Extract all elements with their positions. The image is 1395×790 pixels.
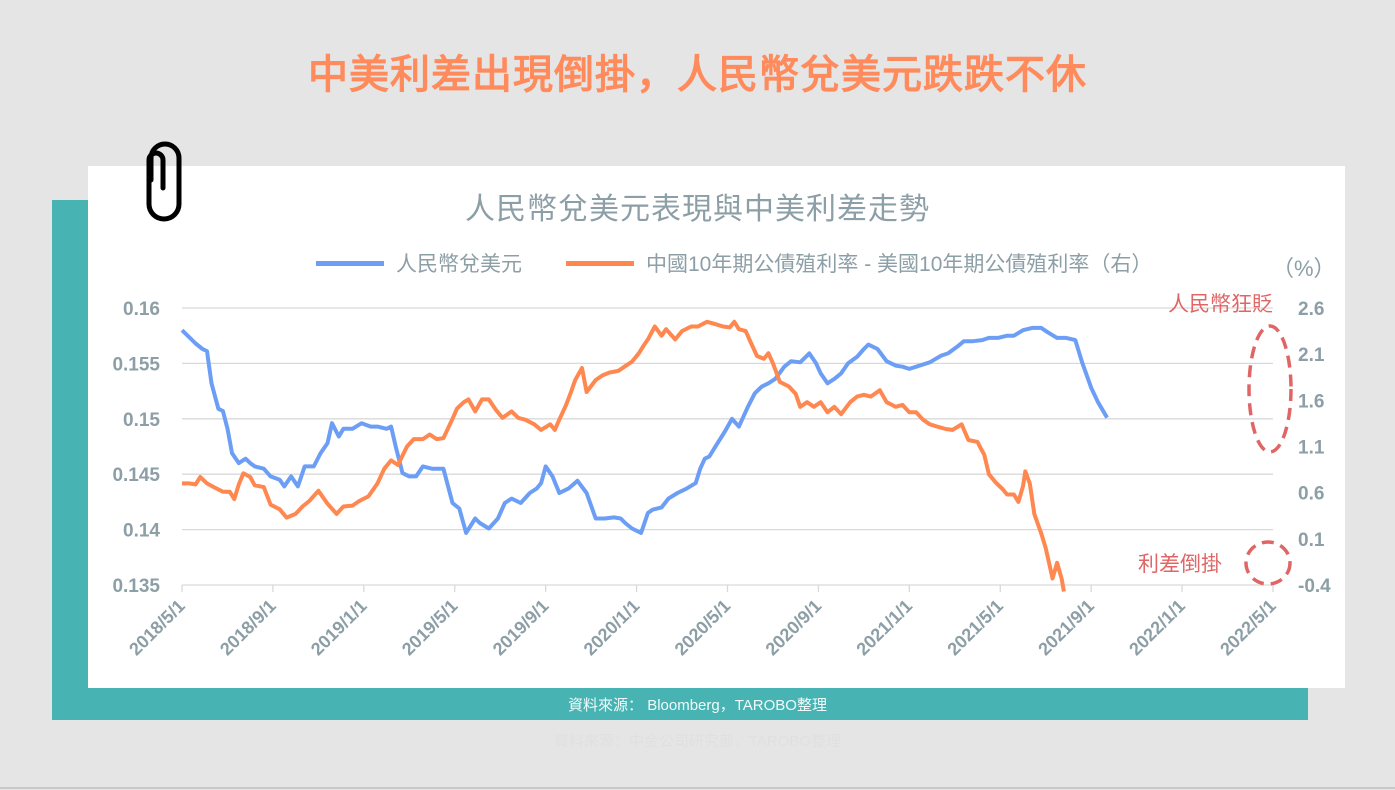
x-tick-label: 2019/1/1 [307, 596, 371, 660]
x-tick-label: 2022/5/1 [1216, 596, 1280, 660]
x-tick-label: 2021/1/1 [852, 596, 916, 660]
x-tick-label: 2020/5/1 [671, 596, 735, 660]
y-right-tick-label: -0.4 [1298, 576, 1331, 597]
legend-swatch-blue [316, 260, 384, 266]
x-axis: 2018/5/1 2018/9/1 2019/1/1 2019/5/1 2019/9/1… [125, 585, 1280, 659]
paperclip-icon [128, 130, 194, 226]
y-left-tick-label: 0.14 [123, 521, 160, 542]
y-right-tick-label: 2.1 [1298, 345, 1325, 366]
y-right-tick-label: 1.6 [1298, 391, 1324, 412]
y-right-tick-label: 0.1 [1298, 530, 1325, 551]
legend-swatch-orange [566, 260, 634, 266]
y-left-tick-label: 0.155 [112, 354, 160, 375]
annotation-circle-cny-plunge [1247, 324, 1293, 454]
x-tick-label: 2021/9/1 [1034, 596, 1098, 660]
annotation-circle-spread-inversion [1244, 540, 1292, 586]
source-note: 資料來源： Bloomberg，TAROBO整理 [568, 697, 827, 714]
x-tick-label: 2022/1/1 [1125, 596, 1189, 660]
main-title: 中美利差出現倒掛，人民幣兌美元跌跌不休 [308, 53, 1087, 97]
annotation-label-spread-inversion: 利差倒掛 [1138, 553, 1222, 576]
legend-label-yield-spread: 中國10年期公債殖利率 - 美國10年期公債殖利率（右） [646, 253, 1153, 276]
x-tick-label: 2018/9/1 [216, 596, 280, 660]
y-right-tick-label: 1.1 [1298, 438, 1325, 459]
legend-item-yield-spread: 中國10年期公債殖利率 - 美國10年期公債殖利率（右） [566, 248, 1152, 278]
series-yield-spread-line [182, 319, 1066, 592]
y-left-tick-label: 0.135 [112, 576, 160, 597]
x-tick-label: 2021/5/1 [943, 596, 1007, 660]
y-axis-left: 0.16 0.155 0.15 0.145 0.14 0.135 [112, 299, 160, 597]
chart-title: 人民幣兌美元表現與中美利差走勢 [465, 193, 930, 226]
annotation-label-cny-plunge: 人民幣狂貶 [1168, 293, 1273, 316]
x-tick-label: 2018/5/1 [125, 596, 189, 660]
x-tick-label: 2019/5/1 [398, 596, 462, 660]
y-left-tick-label: 0.16 [123, 299, 160, 320]
chart-card [88, 166, 1345, 688]
gridlines [182, 307, 1273, 586]
right-axis-unit: （%） [1272, 256, 1336, 281]
x-tick-label: 2020/9/1 [762, 596, 826, 660]
series-cny-usd-line [180, 325, 1109, 535]
y-right-tick-label: 2.6 [1298, 299, 1324, 320]
y-left-tick-label: 0.145 [112, 465, 160, 486]
x-tick-label: 2020/1/1 [580, 596, 644, 660]
x-tick-label: 2019/9/1 [489, 596, 553, 660]
legend-item-cny-usd: 人民幣兌美元 [316, 248, 522, 278]
faded-source-note: 資料來源：中金公司研究部，TAROBO整理 [553, 733, 842, 750]
y-axis-right: 2.6 2.1 1.6 1.1 0.6 0.1 -0.4 [1298, 299, 1331, 597]
y-left-tick-label: 0.15 [123, 410, 160, 431]
y-right-tick-label: 0.6 [1298, 484, 1324, 505]
bottom-divider [0, 787, 1395, 789]
legend-label-cny-usd: 人民幣兌美元 [396, 253, 522, 276]
